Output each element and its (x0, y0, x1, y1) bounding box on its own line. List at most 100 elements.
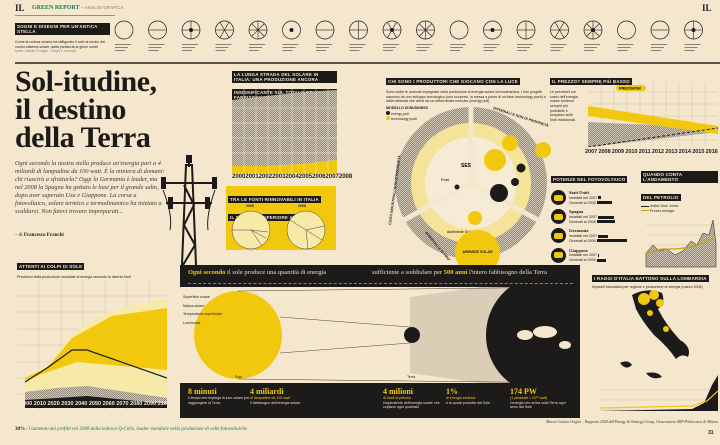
road-area-chart (232, 88, 337, 173)
installed-bar (597, 215, 615, 219)
forecast-label: PREVISIONI (619, 87, 641, 91)
byline: – di Francesco Franchi (15, 233, 64, 238)
forecast-bar (596, 258, 606, 262)
footer-fact: 30% / l'aumento dei profitti nel 2008 de… (15, 427, 247, 432)
headline-text: sufficiente a soddisfare per (372, 269, 443, 276)
producers-section: CHI SONO I PRODUTTORI CHE GIOCANO CON LA… (386, 70, 546, 122)
pv-power-section: POTENZE DEL FOTOVOLTAICO Stati Uniti Inst… (551, 168, 636, 267)
road-area (232, 90, 337, 166)
credits: Maria Cristina Origlia – Rapporto 2008 d… (545, 420, 718, 424)
pies-label: TRA LE FONTI RINNOVABILI IN ITALIA (228, 196, 321, 204)
symbols-source: fonte: Adrian Frutiger, 'Segni e simboli… (15, 49, 77, 54)
legend-label: Indice Dow Jones (650, 204, 679, 208)
price-label: IL PREZZO? SEMPRE PIÙ BASSO (550, 78, 632, 86)
stat-block: 4 milioni di barili di petrolio l'equivale… (383, 387, 445, 410)
tick-label: 2003 (272, 174, 286, 180)
sun-symbols-row (114, 20, 703, 51)
forecast-label: Generati al 2008 (569, 219, 596, 224)
stat-text: è la quota prodotta dal Sole (446, 400, 490, 405)
sun-earth-scene: Superficie solare Massa solare Temperatu… (180, 287, 580, 383)
sunshine-label: ATTENTI AI COLPI DI SOLE (17, 263, 85, 271)
sun-symbol-icon (315, 20, 335, 51)
country-row: Spagna Installati nel 2007 Generati al 20… (551, 209, 636, 225)
country-name: Stati Uniti (569, 190, 589, 195)
stat-text: il tempo che impiega la luce solare per … (188, 396, 250, 405)
headline-text: il sole produce una quantità di energia (227, 269, 327, 276)
sun-symbol-icon (382, 20, 402, 51)
tick-label: 2013 (665, 149, 678, 155)
installed-label: Installati nel 2007 (569, 215, 597, 220)
pies-label-2: IL SOLARE È INFERIORE ALL'1% (228, 214, 309, 222)
country-name: Giappone (569, 247, 588, 253)
installed-label: Installati nel 2007 (569, 195, 597, 200)
tick-label: 2030 (61, 401, 74, 407)
installed-bar (597, 196, 601, 200)
stat-block: 4 miliardi di lampadine da 100 watt il fab… (250, 387, 312, 405)
oil-label-2: DEL PETROLIO (641, 194, 681, 202)
tick-label: 2008 (598, 149, 611, 155)
page-number-right: 31 (708, 430, 714, 436)
producers-text: Sono molte le aziende impegnate nella pr… (386, 90, 546, 104)
section-title: GREEN REPORT (32, 5, 80, 11)
panel-headline-left: Ogni secondo il sole produce una quantit… (188, 269, 326, 276)
tick-label: 2007 (585, 149, 598, 155)
tick-label: 2006 (312, 174, 326, 180)
road-label: LA LUNGA STRADA DEL SOLARE IN ITALIA: UN… (232, 70, 337, 84)
price-text: Le previsioni sul costo dell'energia sol… (550, 90, 578, 123)
symbols-intro: SOGNI E DISEGNI PER UN'ANTICA STELLA Com… (15, 20, 110, 54)
sun-symbol-icon (617, 20, 636, 51)
tick-label: 2005 (298, 174, 313, 180)
tick-label: 2011 (638, 149, 651, 155)
country-map-icon (551, 247, 566, 263)
forecast-label: Generati al 2008 (569, 258, 596, 263)
country-map-icon (551, 228, 566, 244)
forecast-label: Generati al 2008 (569, 200, 596, 205)
intro-text: Ogni secondo la nostra stella produce un… (15, 160, 165, 215)
area-solar (25, 308, 167, 380)
installed-bar (597, 253, 600, 257)
tick-label: 2070 (116, 401, 129, 407)
sun-symbol-icon (282, 20, 301, 51)
tick-label: 2002 (258, 174, 273, 180)
sun-label: Sole (235, 375, 243, 379)
stat-text: l'energia che arriva sulla Terra ogni an… (510, 400, 566, 410)
tick-label: 2020 (47, 401, 60, 407)
country-row: Germania Installati nel 2007 Generati al … (551, 228, 636, 244)
price-chart: PREVISIONI (588, 82, 718, 147)
area-coal (25, 396, 167, 408)
company-label: SES (461, 163, 472, 169)
divider (15, 15, 115, 16)
stat-unit: di barili di petrolio (383, 396, 411, 400)
magazine-logo: IL (15, 3, 25, 13)
forecast-label: Generati al 2008 (569, 238, 596, 243)
magazine-logo-right: IL (702, 3, 712, 13)
oil-label: QUANDO CONTA L'ANDAMENTO (641, 170, 718, 184)
byline-prefix: – di (15, 233, 23, 238)
tick-label: 2009 (611, 149, 625, 155)
tick-label: 2010 (33, 401, 47, 407)
tick-label: 2050 (88, 401, 102, 407)
author-name: Francesco Franchi (23, 233, 64, 238)
price-x-axis: 2007 2008 2009 2010 2011 2012 2013 2014 2015 2016 (585, 149, 718, 155)
stat-unit: (1 petawatt = 10¹⁵ watt) (510, 396, 548, 400)
sun-symbol-icon (181, 20, 201, 51)
title-line: il destino (15, 93, 126, 126)
sun-facts: Superficie solare Massa solare Temperatu… (183, 295, 223, 326)
tick-label: 2000 (232, 174, 246, 180)
country-row: Giappone Installati nel 2007 Generati al … (551, 248, 636, 263)
installed-label: Installati nel 2007 (569, 253, 597, 258)
stat-value: 4 miliardi (250, 387, 284, 396)
section-header: GREEN REPORT – ANALISI GRAFICA (32, 5, 123, 11)
footer-text: / l'aumento dei profitti nel 2008 della … (26, 427, 247, 432)
company-label: Archimede Solar (447, 230, 474, 234)
italy-section: I RAGGI D'ITALIA BATTONO SULLA LOMBARDIA… (592, 267, 718, 290)
stat-unit: di lampadine da 100 watt (250, 396, 290, 400)
stat-value: 174 PW (510, 387, 537, 396)
stat-value: 8 minuti (188, 387, 217, 396)
stat-block: 174 PW (1 petawatt = 10¹⁵ watt) l'energia … (510, 387, 572, 410)
italy-map (632, 290, 689, 359)
stat-block: 8 minuti il tempo che impiega la luce sol… (188, 387, 250, 405)
headline-text: l'intero fabbisogno della Terra (469, 269, 548, 276)
legend-title: MODELLO DI BUSINESS (386, 106, 428, 111)
sun-symbol-icon (684, 20, 703, 51)
